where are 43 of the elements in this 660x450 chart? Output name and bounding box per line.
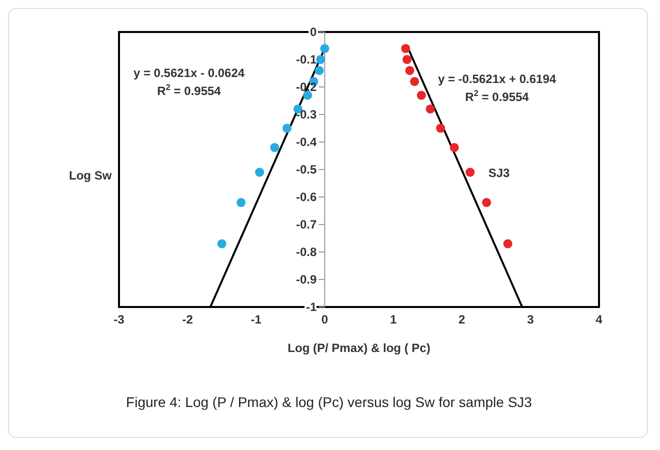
point — [466, 168, 475, 177]
point — [482, 198, 492, 208]
annotation: y = -0.5621x + 0.6194 — [438, 72, 556, 86]
point — [217, 239, 226, 248]
point — [402, 54, 412, 64]
point — [282, 124, 292, 133]
point — [316, 54, 326, 64]
point — [416, 90, 426, 100]
point — [255, 168, 264, 177]
annotation: R$^{2}$ = 0.9554 — [157, 82, 222, 98]
point — [401, 44, 410, 54]
point — [410, 76, 420, 86]
caption: Figure 4: Log (P / Pmax) & log (Pc) versus log Sw for sample SJ3 — [125, 394, 533, 410]
point — [320, 44, 330, 54]
point — [426, 104, 435, 114]
x-tick-label: 0 — [321, 312, 328, 327]
point — [314, 66, 324, 76]
x-tick-label: -2 — [182, 312, 194, 327]
point — [503, 239, 512, 248]
point — [236, 198, 246, 208]
point — [450, 142, 459, 152]
annotation: R$^{2}$ = 0.9554 — [465, 88, 530, 104]
point — [436, 124, 446, 133]
point — [270, 142, 280, 152]
x-tick-label: 2 — [458, 312, 466, 327]
x-tick-label: -1 — [250, 312, 262, 327]
x-tick-label: 1 — [390, 312, 397, 327]
x-tick-label: 4 — [596, 312, 603, 327]
y-tick-label: -0.5 — [296, 162, 318, 176]
y-tick-label: -0.6 — [296, 190, 318, 204]
y-tick-label: -0.3 — [296, 108, 318, 122]
x-axis-title: Log (P/ Pmax) & log ( Pc) — [288, 341, 430, 355]
annotation: SJ3 — [488, 166, 510, 180]
y-tick-label: -0.1 — [296, 52, 318, 66]
y-tick-label: -0.4 — [296, 135, 318, 149]
y-axis-title: Log Sw — [69, 168, 112, 182]
point — [405, 66, 414, 76]
y-tick-label: -0.7 — [296, 218, 318, 232]
annotation: y = 0.5621x - 0.0624 — [133, 66, 245, 80]
x-tick-label: 3 — [527, 312, 534, 327]
y-tick-label: -0.9 — [296, 272, 318, 286]
x-tick-label: -3 — [114, 312, 125, 327]
y-tick-label: -0.8 — [296, 245, 318, 259]
